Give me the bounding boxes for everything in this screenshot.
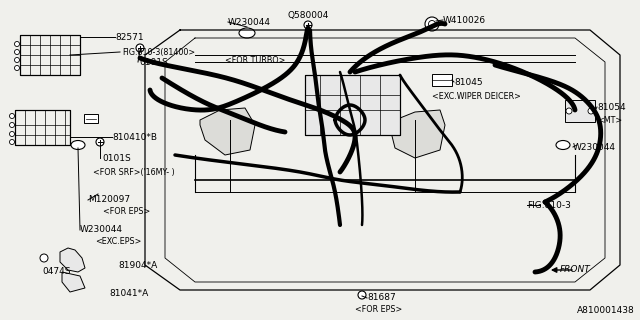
Ellipse shape — [239, 28, 255, 38]
Polygon shape — [390, 110, 445, 158]
Text: <FOR EPS>: <FOR EPS> — [103, 207, 150, 217]
Text: 0101S: 0101S — [102, 154, 131, 163]
Text: <EXC.WIPER DEICER>: <EXC.WIPER DEICER> — [432, 92, 521, 100]
Bar — [305, 75, 400, 135]
Polygon shape — [60, 248, 85, 272]
Text: Q580004: Q580004 — [287, 11, 329, 20]
Ellipse shape — [556, 140, 570, 149]
Circle shape — [10, 132, 15, 137]
Text: FIG.810-3: FIG.810-3 — [527, 201, 571, 210]
Text: <FOR EPS>: <FOR EPS> — [355, 306, 403, 315]
Circle shape — [15, 66, 19, 70]
Circle shape — [40, 254, 48, 262]
Circle shape — [15, 58, 19, 62]
Bar — [15, 110, 70, 145]
Circle shape — [358, 291, 366, 299]
Text: 810410*B: 810410*B — [112, 132, 157, 141]
Text: 81045: 81045 — [454, 77, 483, 86]
Text: 81904*A: 81904*A — [118, 260, 157, 269]
Bar — [20, 35, 80, 75]
Circle shape — [566, 108, 572, 114]
Bar — [20, 35, 80, 75]
Circle shape — [588, 108, 594, 114]
Text: FIG.810-3(81400>: FIG.810-3(81400> — [122, 47, 195, 57]
Text: M120097: M120097 — [88, 196, 130, 204]
Text: W410026: W410026 — [443, 15, 486, 25]
Circle shape — [304, 21, 312, 29]
Text: W230044: W230044 — [573, 142, 616, 151]
Circle shape — [10, 140, 15, 145]
Bar — [432, 74, 452, 86]
Text: W230044: W230044 — [80, 226, 123, 235]
Text: 82571: 82571 — [115, 33, 143, 42]
Text: FRONT: FRONT — [560, 266, 591, 275]
Text: <MT>: <MT> — [597, 116, 622, 124]
Circle shape — [10, 123, 15, 127]
Text: 0474S: 0474S — [42, 268, 70, 276]
Circle shape — [425, 17, 439, 31]
Polygon shape — [200, 108, 255, 155]
Text: A810001438: A810001438 — [577, 306, 635, 315]
Bar — [84, 114, 98, 123]
Circle shape — [10, 114, 15, 118]
Text: 81687: 81687 — [367, 293, 396, 302]
Bar — [565, 100, 595, 122]
Ellipse shape — [71, 140, 85, 149]
Circle shape — [136, 44, 144, 52]
Text: <EXC.EPS>: <EXC.EPS> — [95, 237, 141, 246]
Circle shape — [15, 42, 19, 46]
Circle shape — [429, 20, 435, 28]
Text: <FOR SRF>('16MY- ): <FOR SRF>('16MY- ) — [93, 167, 175, 177]
Text: W230044: W230044 — [228, 18, 271, 27]
Bar — [15, 110, 70, 145]
Circle shape — [96, 138, 104, 146]
Text: 81054: 81054 — [597, 102, 626, 111]
Polygon shape — [62, 272, 85, 292]
Text: <FOR TURBO>: <FOR TURBO> — [225, 55, 285, 65]
Bar — [305, 75, 400, 135]
Text: 0101S: 0101S — [139, 58, 168, 67]
Text: 81041*A: 81041*A — [109, 289, 148, 298]
Circle shape — [15, 50, 19, 54]
